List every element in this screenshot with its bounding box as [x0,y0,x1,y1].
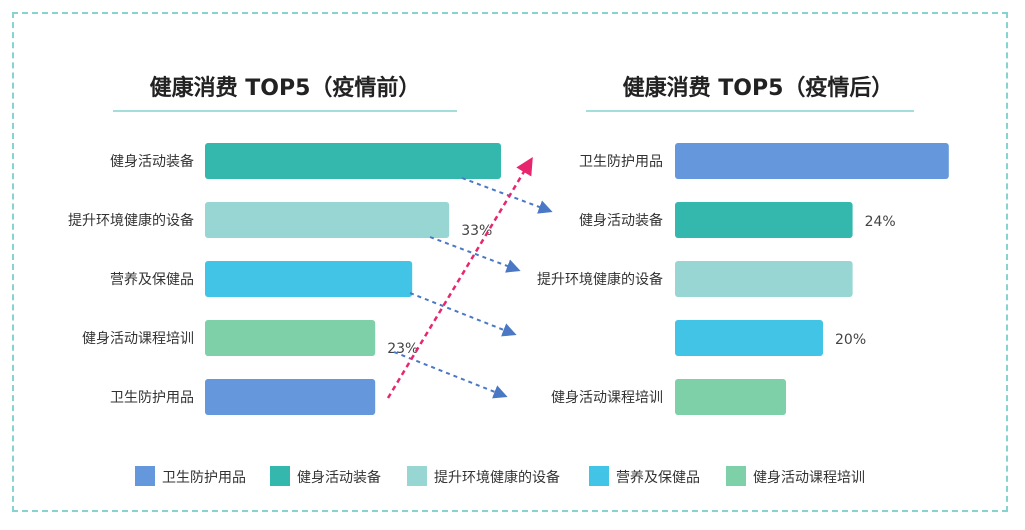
legend-label: 提升环境健康的设备 [434,469,560,486]
bar-after-2 [675,202,853,238]
category-label: 提升环境健康的设备 [68,212,194,229]
bar-before-1 [205,143,501,179]
bar-before-5 [205,379,376,415]
data-label: 20% [835,332,866,348]
left-bar-group: 健身活动装备提升环境健康的设备33%营养及保健品健身活动课程培训23%卫生防护用… [68,143,501,415]
category-label: 营养及保健品 [110,272,194,288]
legend-swatch [135,466,155,486]
transition-arrows [386,156,553,399]
category-label: 提升环境健康的设备 [537,271,663,288]
bar-after-1 [675,143,949,179]
data-label: 33% [461,223,492,239]
category-label: 卫生防护用品 [579,154,663,170]
chart-frame [12,12,1008,512]
bar-before-3 [205,261,413,297]
legend: 卫生防护用品 健身活动装备 提升环境健康的设备 营养及保健品 健身活动课程培训 [135,466,865,486]
left-chart-title: 健康消费 TOP5（疫情前） [150,75,421,101]
arrow-nutrition [409,292,517,337]
legend-swatch [407,466,427,486]
legend-label: 营养及保健品 [616,470,700,486]
arrow-fitness-equipment [461,177,553,214]
bar-before-2 [205,202,450,238]
category-label: 健身活动装备 [579,212,663,229]
category-label: 健身活动课程培训 [551,390,663,406]
data-label: 24% [865,214,896,230]
category-label: 卫生防护用品 [110,390,194,406]
bar-after-5 [675,379,786,415]
bar-before-4 [205,320,376,356]
legend-swatch [726,466,746,486]
bar-after-3 [675,261,853,297]
category-label: 健身活动课程培训 [82,331,194,347]
legend-label: 卫生防护用品 [162,470,246,486]
arrow-hygiene-protection [386,156,533,399]
category-label: 健身活动装备 [110,153,194,170]
legend-swatch [589,466,609,486]
arrow-environment-device [429,236,521,273]
bar-after-4 [675,320,823,356]
legend-swatch [270,466,290,486]
right-chart-title: 健康消费 TOP5（疫情后） [623,75,894,101]
legend-label: 健身活动装备 [297,469,381,486]
legend-label: 健身活动课程培训 [753,470,865,486]
